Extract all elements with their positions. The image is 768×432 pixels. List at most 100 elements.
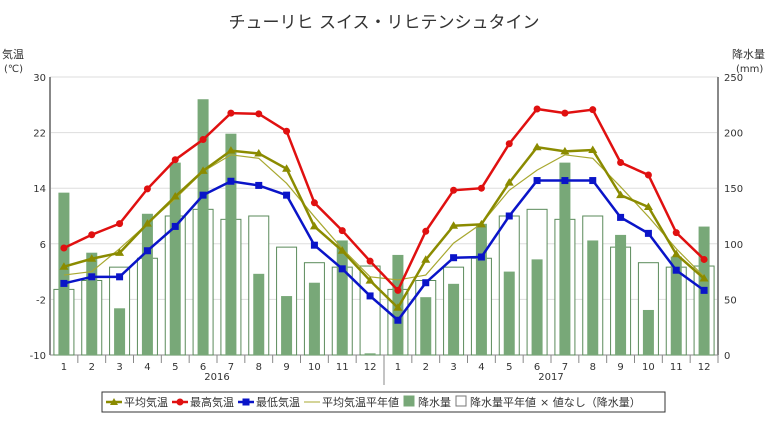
legend-precip-normal: 降水量平年値 — [470, 395, 536, 409]
min-temp-point — [143, 247, 151, 255]
avg-temp-point — [254, 148, 264, 157]
avg-temp-point — [504, 178, 514, 186]
min-temp-point — [450, 254, 458, 262]
legend-swatch — [455, 395, 467, 407]
x-tick-label: 4 — [478, 362, 484, 373]
x-tick-label: 12 — [698, 362, 711, 373]
avg-temp-point — [282, 164, 292, 172]
max-temp-point — [589, 106, 597, 114]
max-temp-point — [617, 158, 625, 166]
min-temp-point — [505, 212, 513, 220]
left-axis-label: 気温 — [2, 47, 24, 61]
avg-temp-point — [476, 219, 486, 228]
legend-no-value: × 値なし（降水量） — [540, 395, 641, 409]
min-temp-point — [533, 177, 541, 185]
left-axis-unit: (℃) — [4, 64, 23, 75]
max-temp-point — [533, 105, 541, 113]
min-temp-point — [199, 191, 207, 199]
precip-bar — [670, 256, 682, 355]
precip-bar — [58, 192, 70, 355]
line-2 — [63, 179, 705, 323]
avg-temp-point — [532, 142, 542, 151]
precip-bar — [197, 99, 209, 356]
avg-temp-point — [449, 221, 459, 229]
min-temp-point — [561, 177, 569, 185]
left-tick-label: 14 — [33, 184, 46, 195]
min-temp-point — [116, 273, 124, 281]
year-label: 2017 — [538, 372, 563, 383]
avg-temp-point — [393, 303, 403, 311]
min-temp-point — [366, 292, 374, 300]
left-tick-label: -10 — [30, 351, 46, 362]
avg-temp-point — [560, 146, 570, 155]
max-temp-point — [394, 286, 402, 294]
max-temp-point — [143, 185, 151, 193]
x-tick-label: 10 — [308, 362, 321, 373]
x-tick-label: 8 — [590, 362, 596, 373]
max-temp-point — [227, 109, 235, 117]
chart-title: チューリヒ スイス・リヒテンシュタイン — [229, 13, 540, 33]
avg-temp-point — [226, 146, 236, 154]
max-temp-point — [255, 110, 263, 118]
legend-box — [101, 391, 666, 413]
x-tick-label: 3 — [450, 362, 456, 373]
min-temp-point — [88, 273, 96, 281]
precip-bar — [169, 162, 181, 355]
max-temp-point — [88, 231, 96, 239]
max-temp-point — [700, 255, 708, 263]
min-temp-point — [672, 266, 680, 274]
max-temp-point — [366, 257, 374, 265]
line-0 — [63, 145, 705, 310]
max-temp-point — [199, 136, 207, 144]
right-tick-label: 100 — [724, 240, 743, 251]
x-tick-label: 1 — [395, 362, 401, 373]
precip-bar — [448, 283, 460, 355]
avg-temp-point — [643, 202, 653, 210]
year-label: 2016 — [204, 372, 229, 383]
x-tick-label: 6 — [200, 362, 206, 373]
avg-temp-point — [671, 249, 681, 258]
legend-marker — [176, 398, 184, 406]
min-temp-point — [477, 253, 485, 261]
precip-bar — [225, 133, 237, 355]
precip-bar — [531, 259, 543, 355]
avg-temp-point — [170, 192, 180, 200]
legend-marker — [110, 398, 118, 405]
avg-temp-point — [142, 219, 152, 227]
min-temp-point — [255, 181, 263, 189]
max-temp-point — [644, 171, 652, 179]
x-tick-label: 8 — [256, 362, 262, 373]
x-tick-label: 11 — [336, 362, 349, 373]
precip-bar — [364, 353, 376, 355]
avg-temp-point — [616, 190, 626, 199]
line-1 — [63, 107, 705, 293]
x-tick-label: 11 — [670, 362, 683, 373]
x-tick-label: 9 — [283, 362, 289, 373]
precip-bar — [141, 213, 153, 355]
legend-swatch — [403, 395, 415, 407]
right-tick-label: 200 — [724, 129, 743, 140]
avg-temp-point — [115, 248, 125, 256]
min-temp-point — [422, 279, 430, 287]
x-tick-label: 2 — [89, 362, 95, 373]
max-temp-point — [283, 127, 291, 135]
legend-marker — [242, 398, 250, 406]
precip-bar — [281, 296, 293, 355]
x-tick-label: 6 — [534, 362, 540, 373]
min-temp-point — [283, 191, 291, 199]
x-tick-label: 1 — [61, 362, 67, 373]
x-tick-label: 7 — [562, 362, 568, 373]
right-tick-label: 150 — [724, 184, 743, 195]
legend-min-temp: 最低気温 — [256, 395, 300, 409]
x-tick-label: 10 — [642, 362, 655, 373]
left-tick-label: 22 — [33, 129, 46, 140]
avg-temp-point — [198, 166, 208, 174]
legend-avg-temp: 平均気温 — [124, 395, 168, 409]
precip-bar — [475, 223, 487, 355]
avg-temp-point — [365, 276, 375, 284]
x-tick-label: 12 — [364, 362, 377, 373]
precip-bar — [420, 297, 432, 355]
max-temp-point — [450, 186, 458, 194]
